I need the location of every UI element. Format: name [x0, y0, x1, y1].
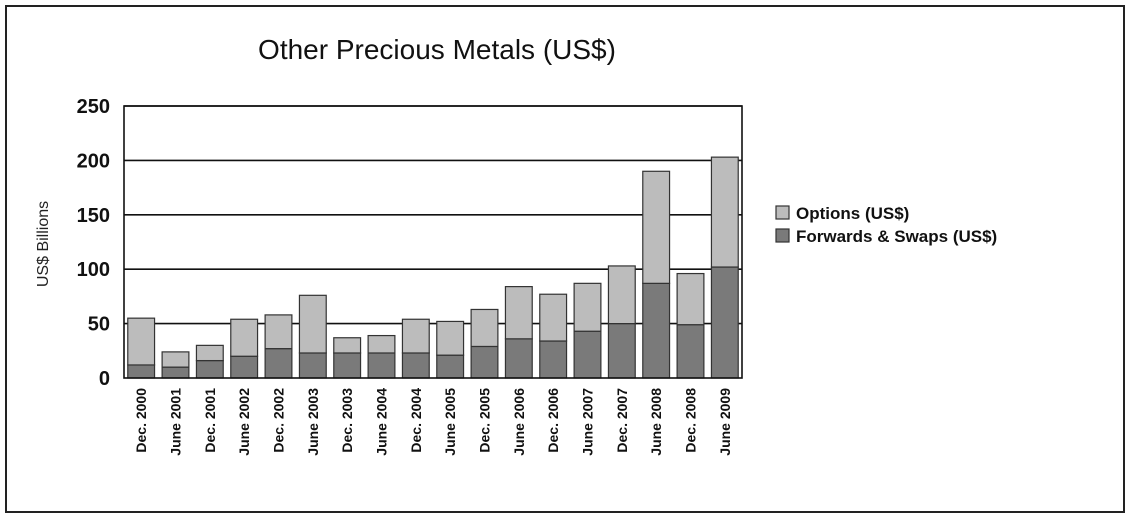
bar-forwards-swaps [230, 355, 259, 379]
bar-options [676, 272, 705, 326]
bar-forwards-swaps [710, 266, 739, 379]
bar-options [642, 170, 671, 284]
y-tick-label: 100 [77, 259, 110, 281]
bar-forwards-swaps [127, 364, 156, 379]
x-tick-label: Dec. 2002 [271, 388, 287, 453]
x-tick-label: June 2006 [511, 388, 527, 456]
legend: Options (US$) Forwards & Swaps (US$) [775, 204, 997, 246]
x-tick-label: June 2007 [580, 388, 596, 456]
bar-options [195, 344, 224, 362]
legend-swatch [775, 228, 790, 243]
bar-options [333, 337, 362, 354]
bar-options [710, 156, 739, 268]
bar-forwards-swaps [298, 352, 327, 379]
bar-forwards-swaps [504, 338, 533, 379]
x-tick-label: June 2009 [717, 388, 733, 456]
bar-options [401, 318, 430, 354]
bar-options [264, 314, 293, 350]
bar-options [436, 320, 465, 356]
bar-forwards-swaps [470, 345, 499, 379]
bar-forwards-swaps [573, 330, 602, 379]
x-tick-label: Dec. 2006 [545, 388, 561, 453]
bar-forwards-swaps [539, 340, 568, 379]
x-tick-label: Dec. 2007 [614, 388, 630, 453]
bar-options [298, 294, 327, 354]
bar-options [127, 317, 156, 366]
chart-title: Other Precious Metals (US$) [258, 34, 616, 65]
y-axis-label: US$ Billions [35, 201, 52, 287]
axis-layer: 0 50 100 150 200 250 Dec. 2000 June 2001 Dec. 20… [77, 96, 743, 456]
legend-swatch [775, 205, 790, 220]
bar-options [367, 334, 396, 354]
bar-forwards-swaps [333, 352, 362, 379]
y-tick-label: 250 [77, 96, 110, 118]
x-tick-label: Dec. 2008 [683, 388, 699, 453]
y-tick-label: 0 [99, 368, 110, 390]
bar-forwards-swaps [607, 323, 636, 379]
bar-forwards-swaps [436, 354, 465, 379]
x-tick-label: June 2001 [168, 388, 184, 456]
x-tick-label: Dec. 2003 [339, 388, 355, 453]
y-tick-label: 50 [88, 314, 110, 336]
bar-forwards-swaps [367, 352, 396, 379]
x-tick-label: June 2002 [236, 388, 252, 456]
bar-options [161, 351, 190, 368]
y-tick-label: 150 [77, 205, 110, 227]
bar-options [539, 293, 568, 342]
bar-forwards-swaps [401, 352, 430, 379]
x-tick-label: June 2008 [648, 388, 664, 456]
bar-layer [127, 156, 739, 379]
plot-area [123, 105, 743, 379]
bar-forwards-swaps [642, 282, 671, 379]
bar-options [504, 286, 533, 340]
y-tick-label: 200 [77, 150, 110, 172]
x-tick-label: Dec. 2005 [477, 388, 493, 453]
bar-options [230, 318, 259, 357]
x-tick-label: June 2004 [374, 388, 390, 456]
bar-forwards-swaps [676, 324, 705, 379]
x-tick-label: June 2003 [305, 388, 321, 456]
bar-options [470, 308, 499, 348]
bar-forwards-swaps [195, 359, 224, 379]
x-tick-label: June 2005 [442, 388, 458, 456]
x-tick-label: Dec. 2001 [202, 388, 218, 453]
bar-options [607, 265, 636, 325]
x-tick-label: Dec. 2000 [133, 388, 149, 453]
bar-options [573, 282, 602, 332]
legend-label: Forwards & Swaps (US$) [796, 227, 997, 246]
x-tick-label: Dec. 2004 [408, 388, 424, 453]
chart-frame [5, 5, 1125, 513]
bar-forwards-swaps [264, 348, 293, 379]
bar-forwards-swaps [161, 366, 190, 379]
legend-label: Options (US$) [796, 204, 909, 223]
